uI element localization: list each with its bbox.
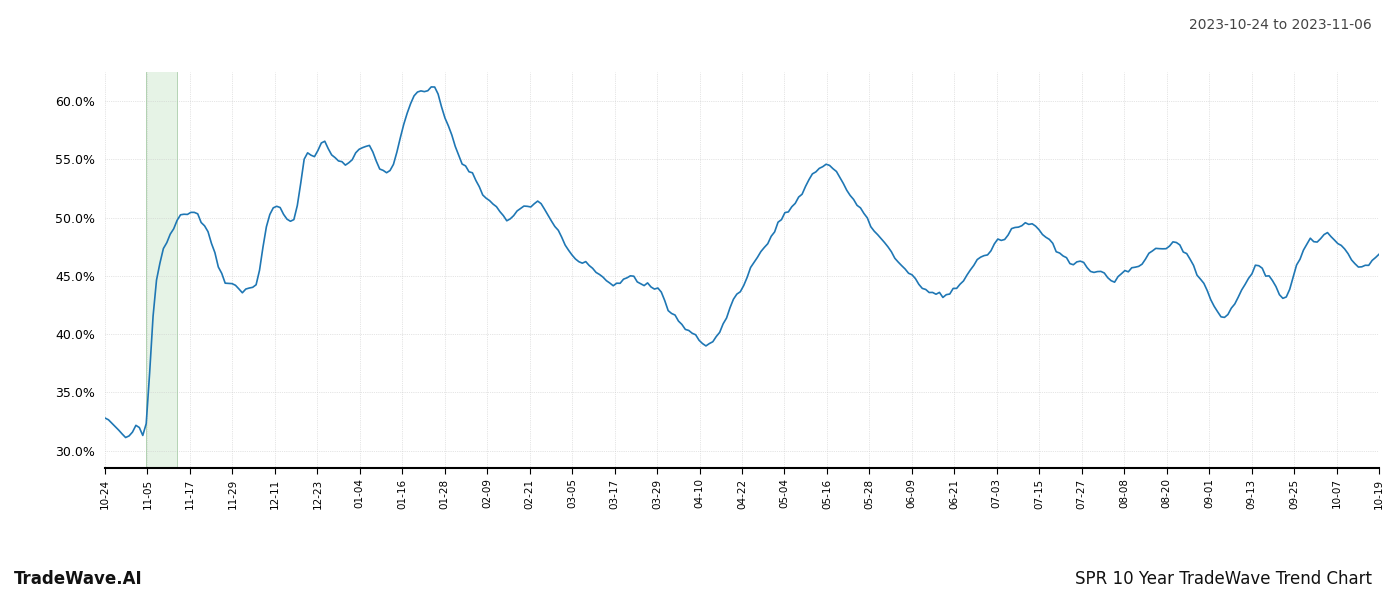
Bar bbox=[146, 72, 178, 468]
Text: SPR 10 Year TradeWave Trend Chart: SPR 10 Year TradeWave Trend Chart bbox=[1075, 570, 1372, 588]
Text: TradeWave.AI: TradeWave.AI bbox=[14, 570, 143, 588]
Text: 2023-10-24 to 2023-11-06: 2023-10-24 to 2023-11-06 bbox=[1189, 18, 1372, 32]
